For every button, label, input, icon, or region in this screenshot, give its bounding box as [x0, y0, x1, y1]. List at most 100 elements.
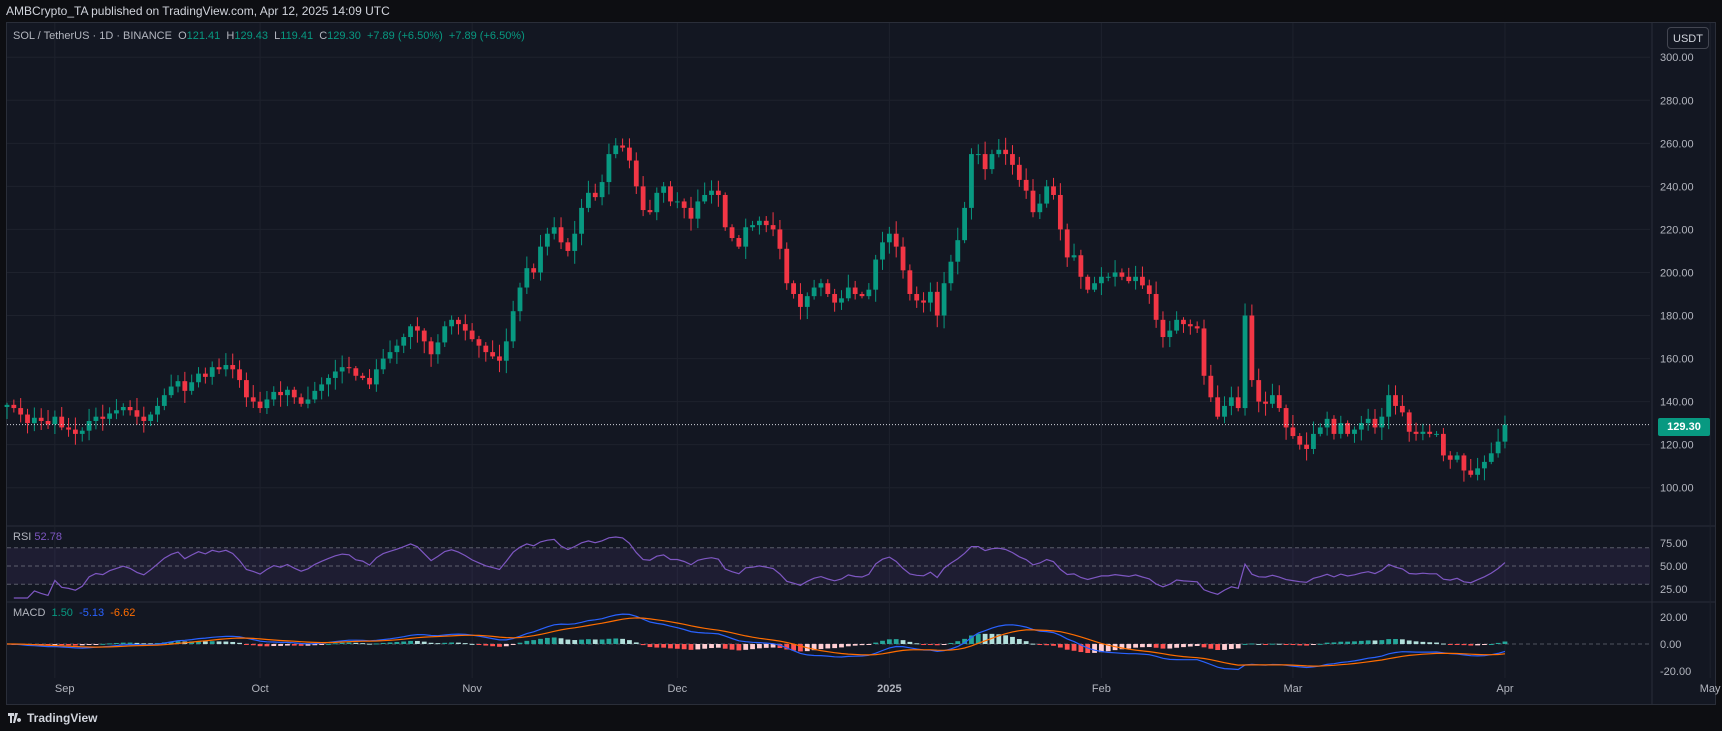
candle-body	[1427, 431, 1433, 434]
macd-legend[interactable]: MACD 1.50 -5.13 -6.62	[13, 607, 135, 619]
candle-body	[962, 207, 967, 241]
candle-body	[1037, 203, 1043, 213]
candle-body	[148, 414, 154, 421]
macd-histogram-bar	[45, 644, 51, 646]
macd-histogram-bar	[216, 641, 222, 644]
macd-histogram-bar	[278, 644, 283, 646]
macd-histogram-bar	[1160, 644, 1166, 649]
macd-histogram-bar	[107, 643, 112, 645]
macd-histogram-bar	[750, 644, 755, 650]
publisher-line: AMBCrypto_TA published on TradingView.co…	[6, 4, 390, 18]
macd-histogram-bar	[1427, 642, 1433, 644]
macd-histogram-bar	[633, 642, 639, 644]
candle-body	[4, 404, 10, 407]
macd-histogram-bar	[114, 643, 119, 645]
candle-body	[969, 154, 974, 208]
candle-body	[770, 225, 776, 230]
candle-body	[1181, 319, 1186, 325]
macd-histogram-bar	[1222, 644, 1227, 650]
candle-body	[524, 268, 530, 288]
candle-body	[1085, 276, 1091, 290]
candle-body	[380, 358, 386, 370]
candle-body	[449, 319, 454, 327]
time-axis: Sep Oct Nov Dec 2025 Feb Mar Apr May	[55, 683, 1721, 695]
macd-histogram-bar	[1263, 644, 1268, 645]
candle-body	[695, 201, 701, 219]
candle-body	[613, 145, 619, 155]
candle-body	[722, 194, 728, 228]
currency-selector-button[interactable]: USDT	[1667, 27, 1709, 49]
candle-body	[38, 417, 44, 421]
macd-histogram-bar	[1420, 641, 1426, 644]
candle-body	[175, 381, 181, 387]
candle-body	[948, 261, 954, 284]
macd-histogram-bar	[291, 644, 297, 646]
candle-body	[278, 391, 283, 396]
chart-canvas[interactable]: 300.00 280.00 260.00 240.00 220.00 200.00 180.…	[0, 0, 1722, 705]
macd-histogram-bar	[1201, 644, 1207, 648]
macd-histogram-bar	[319, 644, 325, 645]
macd-histogram-bar	[975, 633, 981, 644]
candle-body	[1379, 416, 1385, 428]
rsi-tick-label: 75.00	[1660, 538, 1688, 550]
candle-body	[483, 345, 489, 353]
macd-histogram-bar	[811, 644, 817, 651]
candle-body	[1146, 285, 1152, 294]
candle-body	[298, 397, 304, 404]
macd-histogram-bar	[982, 633, 988, 644]
macd-histogram-bar	[538, 638, 543, 644]
macd-histogram-bar	[1023, 641, 1029, 644]
tradingview-brand[interactable]: TradingView	[27, 711, 98, 725]
candle-body	[66, 427, 71, 430]
tradingview-logo-icon[interactable]	[8, 713, 24, 723]
macd-histogram-bar	[845, 644, 851, 647]
candle-body	[893, 233, 899, 247]
candle-body	[914, 293, 920, 301]
rsi-legend[interactable]: RSI 52.78	[13, 531, 62, 543]
macd-histogram-bar	[729, 644, 735, 650]
macd-tick-label: 0.00	[1660, 639, 1681, 651]
candle-body	[202, 373, 208, 377]
price-tick-label: 260.00	[1660, 138, 1694, 150]
footer-bar	[0, 705, 1722, 731]
candle-body	[1441, 433, 1446, 456]
candle-body	[586, 192, 591, 208]
candle-body	[852, 287, 858, 294]
macd-histogram-bar	[784, 644, 790, 650]
macd-histogram-bar	[934, 644, 940, 646]
macd-histogram-bar	[736, 644, 742, 651]
macd-histogram-bar	[586, 639, 591, 644]
candle-body	[1160, 319, 1166, 338]
symbol-label[interactable]: SOL / TetherUS · 1D · BINANCE	[13, 30, 172, 42]
price-legend[interactable]: SOL / TetherUS · 1D · BINANCE O121.41 H1…	[13, 30, 525, 42]
rsi-pane	[7, 536, 1650, 599]
candle-body	[1331, 418, 1337, 434]
candle-body	[120, 406, 126, 411]
chart-frame[interactable]	[6, 22, 1716, 705]
candle-body	[415, 326, 420, 331]
candle-body	[387, 352, 393, 359]
candle-body	[93, 416, 99, 421]
candle-body	[196, 373, 201, 383]
candle-body	[832, 293, 838, 303]
candle-body	[52, 416, 58, 425]
price-tick-label: 200.00	[1660, 267, 1694, 279]
candle-body	[1352, 429, 1357, 434]
open-label: O	[178, 30, 187, 42]
macd-histogram-bar	[1235, 644, 1241, 649]
high-value: 129.43	[234, 30, 269, 42]
macd-histogram-bar	[1099, 644, 1104, 653]
macd-histogram-bar	[613, 638, 619, 644]
candle-body	[517, 287, 523, 312]
macd-histogram-bar	[681, 644, 687, 650]
candle-body	[264, 399, 270, 409]
macd-histogram-bar	[1352, 641, 1357, 644]
candle-body	[1105, 276, 1111, 278]
macd-histogram-bar	[1379, 640, 1385, 644]
macd-histogram-bar	[1194, 644, 1200, 646]
candle-body	[606, 154, 612, 183]
macd-histogram-bar	[832, 644, 838, 649]
macd-histogram-bar	[476, 644, 482, 645]
macd-title: MACD	[13, 607, 46, 619]
macd-histogram-bar	[1030, 643, 1036, 645]
